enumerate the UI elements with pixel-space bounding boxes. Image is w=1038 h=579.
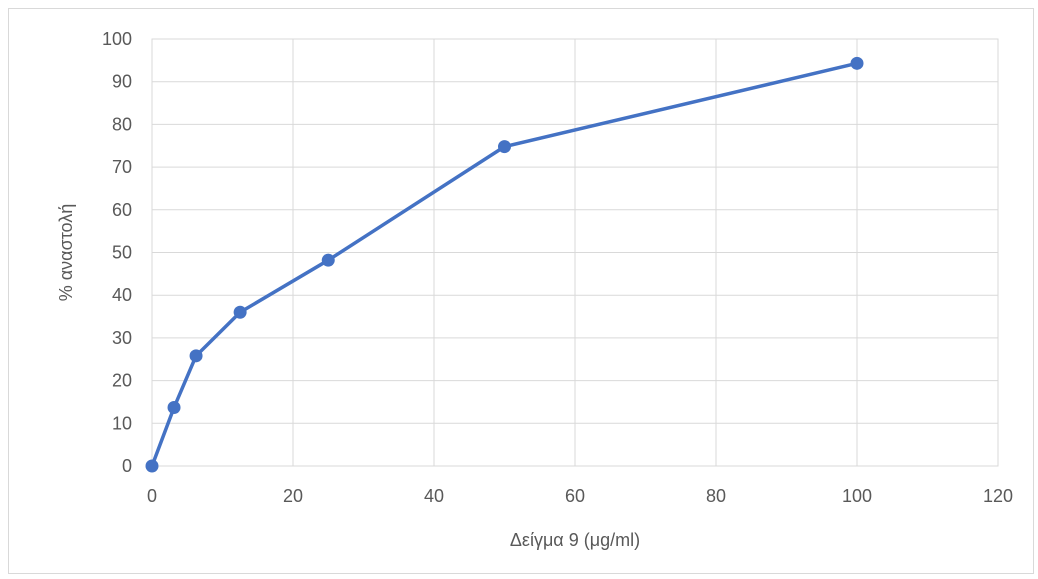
- x-tick-label: 20: [283, 486, 303, 506]
- gridlines: [151, 38, 999, 467]
- x-tick-label: 120: [983, 486, 1013, 506]
- y-tick-label: 80: [112, 114, 132, 134]
- y-axis-title: % αναστολή: [56, 204, 76, 301]
- data-point: [498, 140, 511, 154]
- x-axis-title: Δείγμα 9 (μg/ml): [510, 530, 640, 550]
- data-point: [233, 305, 247, 319]
- chart-frame: [8, 8, 1034, 574]
- y-tick-label: 30: [112, 328, 132, 348]
- y-tick-label: 100: [102, 29, 132, 49]
- data-point: [850, 56, 864, 70]
- series-layer: [145, 56, 864, 473]
- data-point: [145, 459, 159, 473]
- x-tick-label: 0: [147, 486, 157, 506]
- plot-area: [151, 38, 999, 467]
- y-tick-label: 50: [112, 243, 132, 263]
- y-tick-label: 60: [112, 200, 132, 220]
- data-point: [167, 401, 181, 415]
- data-point: [189, 349, 203, 363]
- x-tick-label: 60: [565, 486, 585, 506]
- x-tick-label: 100: [842, 486, 872, 506]
- y-tick-label: 0: [122, 456, 132, 476]
- y-tick-label: 70: [112, 157, 132, 177]
- data-point: [321, 253, 335, 267]
- y-tick-label: 40: [112, 285, 132, 305]
- x-axis-tick-labels: 0 20 40 60 80 100 120: [147, 486, 1013, 506]
- y-tick-label: 10: [112, 413, 132, 433]
- x-tick-label: 40: [424, 486, 444, 506]
- y-axis-tick-labels: 0 10 20 30 40 50 60 70 80 90 100: [102, 29, 132, 476]
- y-tick-label: 90: [112, 72, 132, 92]
- series-line: [150, 61, 859, 468]
- x-tick-label: 80: [706, 486, 726, 506]
- plot-area-border: [151, 38, 999, 467]
- y-tick-label: 20: [112, 371, 132, 391]
